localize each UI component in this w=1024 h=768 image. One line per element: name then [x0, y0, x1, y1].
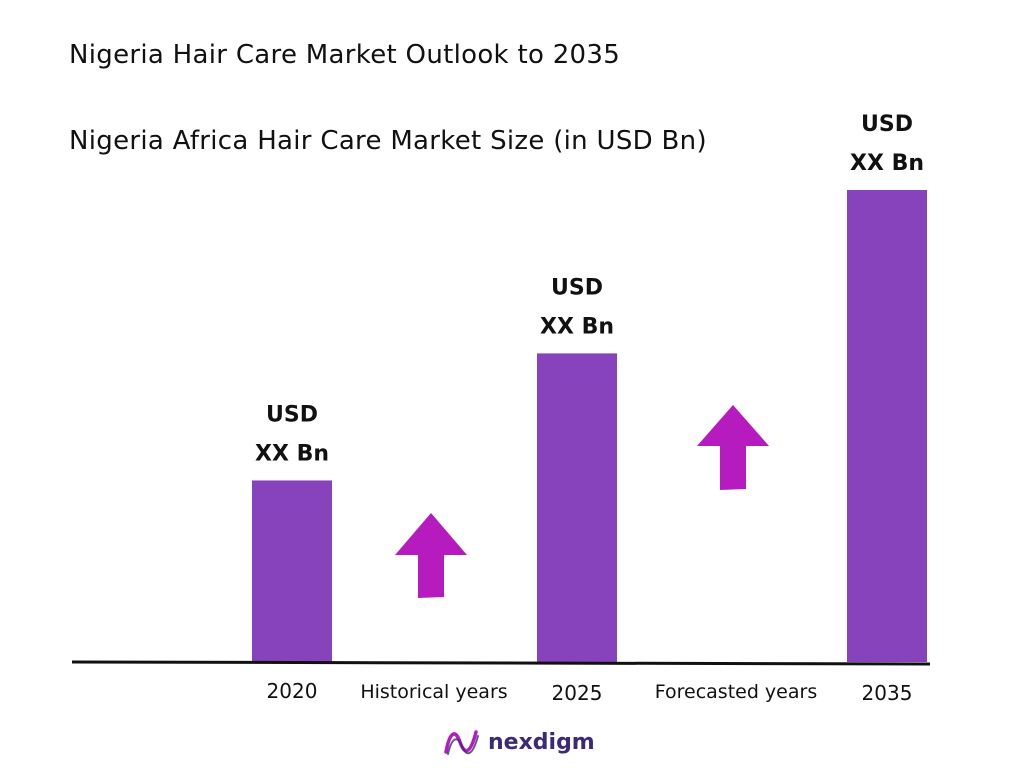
up-arrow-icon [697, 405, 769, 490]
value-label-amount: XX Bn [850, 151, 924, 176]
logo-text: nexdigm [488, 729, 595, 755]
brand-logo: nexdigm [442, 726, 595, 758]
trend-arrows-group [395, 405, 769, 598]
bars-group [252, 190, 927, 662]
page-title: Nigeria Hair Care Market Outlook to 2035 [69, 40, 621, 70]
segment-label: Forecasted years [655, 681, 817, 703]
bar-2035 [847, 190, 927, 662]
segment-label: Historical years [360, 681, 507, 703]
x-tick-label: 2025 [552, 681, 603, 705]
value-label-currency: USD [551, 275, 603, 300]
x-tick-label: 2020 [267, 679, 318, 703]
nexdigm-logo-icon [444, 730, 479, 755]
value-label-currency: USD [861, 112, 913, 137]
chart-subtitle: Nigeria Africa Hair Care Market Size (in… [69, 126, 707, 156]
up-arrow-icon [395, 513, 467, 598]
x-axis-line [71, 660, 931, 666]
value-label-amount: XX Bn [540, 314, 614, 339]
labels-group: USD XX Bn 2020 USD XX Bn 2025 USD XX Bn 2035 Hist… [255, 112, 924, 705]
bar-2025 [537, 353, 617, 662]
bar-2020 [252, 480, 332, 662]
x-tick-label: 2035 [862, 681, 913, 705]
value-label-amount: XX Bn [255, 441, 329, 466]
value-label-currency: USD [266, 402, 318, 427]
